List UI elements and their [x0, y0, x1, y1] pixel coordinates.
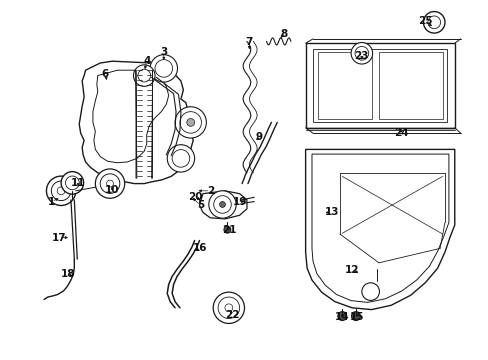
Circle shape	[213, 196, 231, 213]
Text: 17: 17	[51, 233, 66, 243]
Text: 8: 8	[280, 29, 286, 39]
Polygon shape	[311, 154, 448, 302]
Text: 16: 16	[193, 243, 207, 253]
Circle shape	[354, 46, 368, 60]
Circle shape	[427, 16, 440, 29]
Circle shape	[167, 145, 194, 172]
Circle shape	[106, 180, 113, 187]
Circle shape	[150, 55, 177, 82]
Text: 4: 4	[142, 56, 150, 66]
Text: 20: 20	[188, 192, 203, 202]
Text: 24: 24	[393, 128, 407, 138]
Circle shape	[219, 202, 225, 207]
Circle shape	[175, 107, 206, 138]
Text: 2: 2	[206, 186, 213, 196]
Polygon shape	[305, 43, 454, 128]
Circle shape	[337, 312, 346, 320]
Circle shape	[95, 169, 124, 198]
Text: 10: 10	[105, 185, 120, 195]
Text: 13: 13	[325, 207, 339, 217]
Circle shape	[224, 226, 230, 233]
Text: 23: 23	[354, 51, 368, 61]
Polygon shape	[199, 191, 246, 219]
Text: 21: 21	[222, 225, 237, 235]
Circle shape	[138, 69, 150, 82]
Text: 19: 19	[232, 197, 246, 207]
Circle shape	[46, 176, 76, 206]
Text: 3: 3	[160, 47, 167, 57]
Polygon shape	[378, 52, 442, 119]
Circle shape	[350, 42, 372, 64]
Circle shape	[186, 118, 194, 126]
Circle shape	[180, 112, 201, 133]
Text: 14: 14	[334, 312, 349, 322]
Circle shape	[208, 191, 236, 218]
Text: 1: 1	[48, 197, 55, 207]
Circle shape	[61, 172, 83, 194]
Text: 7: 7	[245, 37, 253, 48]
Circle shape	[224, 304, 232, 312]
Text: 22: 22	[224, 310, 239, 320]
Circle shape	[213, 292, 244, 323]
Circle shape	[172, 150, 189, 167]
Circle shape	[100, 174, 120, 193]
Circle shape	[57, 187, 65, 195]
Circle shape	[361, 283, 379, 300]
Text: 11: 11	[71, 178, 85, 188]
Polygon shape	[93, 70, 168, 163]
Circle shape	[218, 297, 239, 319]
Circle shape	[155, 60, 172, 77]
Text: 12: 12	[344, 265, 359, 275]
Circle shape	[423, 12, 444, 33]
Circle shape	[51, 181, 71, 201]
Text: 9: 9	[255, 132, 262, 142]
Circle shape	[351, 312, 360, 320]
Polygon shape	[317, 52, 371, 119]
Polygon shape	[305, 149, 454, 310]
Circle shape	[133, 65, 155, 86]
Polygon shape	[312, 49, 447, 122]
Text: 18: 18	[61, 269, 76, 279]
Text: 15: 15	[349, 312, 364, 322]
Text: 5: 5	[197, 200, 203, 210]
Text: 25: 25	[417, 16, 432, 26]
Text: 6: 6	[102, 69, 108, 79]
Circle shape	[65, 176, 79, 190]
Polygon shape	[79, 61, 193, 184]
